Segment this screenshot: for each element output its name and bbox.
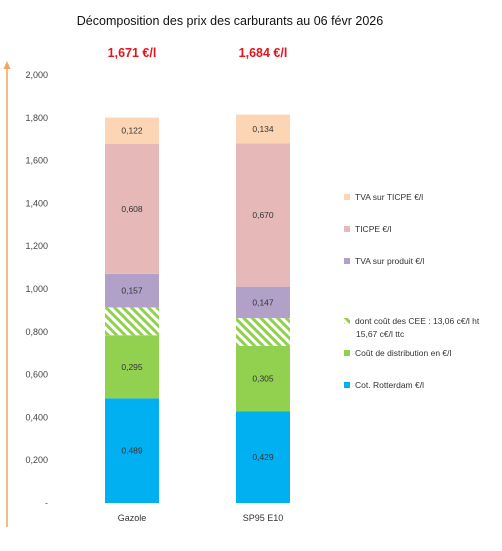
bar-value-label: 0,122 bbox=[121, 126, 143, 136]
bar-segment bbox=[105, 307, 159, 336]
y-tick-label: 0,200 bbox=[25, 455, 48, 465]
legend-swatch bbox=[344, 226, 350, 232]
legend-label: TVA sur produit €/l bbox=[355, 256, 424, 266]
legend-label: TICPE €/l bbox=[355, 224, 391, 234]
bar-segment bbox=[105, 273, 159, 308]
bar-value-label: 0,608 bbox=[121, 204, 143, 214]
bar-segment bbox=[236, 143, 290, 287]
legend-swatch bbox=[344, 194, 350, 200]
bar-value-label: 0,429 bbox=[252, 452, 274, 462]
legend-label: dont coût des CEE : 13,06 c€/l ht bbox=[355, 316, 480, 326]
y-tick-label: 0,800 bbox=[25, 327, 48, 337]
bar-total-label: 1,671 €/l bbox=[108, 46, 157, 60]
y-tick-label: 2,000 bbox=[25, 70, 48, 80]
y-tick-label: 1,000 bbox=[25, 284, 48, 294]
bar-total-label: 1,684 €/l bbox=[239, 46, 288, 60]
bar-segment bbox=[236, 286, 290, 319]
x-category-label: Gazole bbox=[118, 513, 147, 523]
bar-segment bbox=[105, 143, 159, 274]
legend-swatch bbox=[344, 350, 350, 356]
bar-segment bbox=[236, 318, 290, 346]
bar-value-label: 0,489 bbox=[121, 446, 143, 456]
bar-segment bbox=[105, 335, 159, 399]
legend-swatch bbox=[344, 382, 350, 388]
y-tick-label: 0,400 bbox=[25, 412, 48, 422]
bar-value-label: 0,670 bbox=[252, 210, 274, 220]
legend-swatch bbox=[344, 258, 350, 264]
y-tick-label: 1,400 bbox=[25, 198, 48, 208]
bar-segment bbox=[236, 114, 290, 144]
y-tick-label: 0,600 bbox=[25, 370, 48, 380]
y-axis: - 0,200 0,400 0,600 0,800 1,000 1,200 1,400 1,60… bbox=[3, 61, 48, 527]
legend-label: Cot. Rotterdam €/l bbox=[355, 380, 424, 390]
bar-value-label: 0,305 bbox=[252, 374, 274, 384]
bars-area: 0,489 0,295 0,157 0,608 0,122 1,671 €/l Gazole… bbox=[105, 46, 290, 523]
bar-segment bbox=[236, 411, 290, 503]
y-tick-label: 1,800 bbox=[25, 113, 48, 123]
legend-label: 15,67 c€/l ttc bbox=[356, 329, 405, 339]
legend-label: Coût de distribution en €/l bbox=[355, 348, 452, 358]
legend: TVA sur TICPE €/l TICPE €/l TVA sur produi… bbox=[344, 192, 480, 390]
chart-title: Décomposition des prix des carburants au… bbox=[77, 14, 383, 28]
bar-value-label: 0,147 bbox=[252, 297, 274, 307]
x-category-label: SP95 E10 bbox=[243, 513, 284, 523]
bar-value-label: 0,295 bbox=[121, 362, 143, 372]
y-tick-label: 1,200 bbox=[25, 241, 48, 251]
legend-swatch bbox=[344, 318, 350, 324]
bar-value-label: 0,157 bbox=[121, 286, 143, 296]
legend-label: TVA sur TICPE €/l bbox=[355, 192, 423, 202]
y-tick-label: 1,600 bbox=[25, 156, 48, 166]
y-axis-arrow-head bbox=[3, 61, 11, 69]
bar-value-label: 0,134 bbox=[252, 124, 274, 134]
bar-segment bbox=[105, 117, 159, 144]
bar-segment bbox=[105, 398, 159, 503]
y-tick-label: - bbox=[45, 498, 48, 508]
bar-segment bbox=[236, 345, 290, 412]
